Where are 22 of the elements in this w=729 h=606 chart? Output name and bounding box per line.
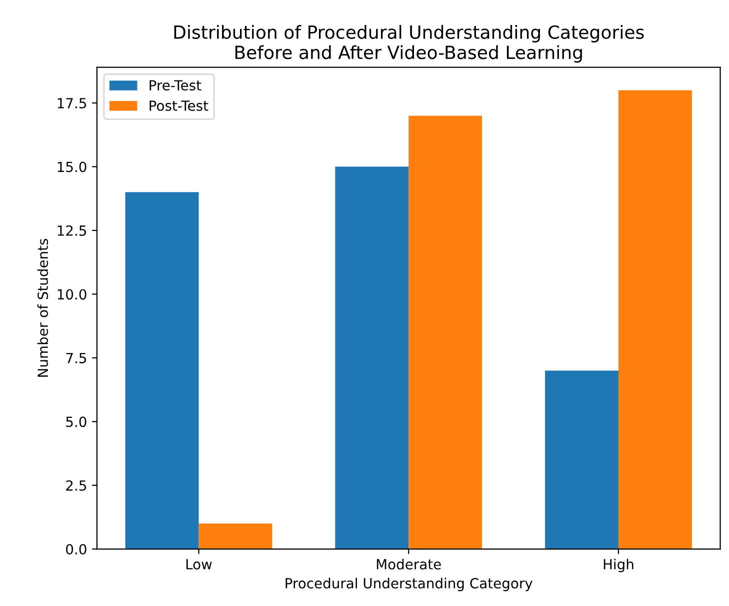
x-axis-title: Procedural Understanding Category — [286, 578, 532, 592]
bar — [545, 370, 618, 550]
bar — [198, 524, 272, 550]
y-tick-label: 15.0 — [58, 162, 86, 172]
legend-label: Post-Test — [150, 100, 208, 111]
y-tick-label: 10.0 — [58, 289, 86, 300]
bar — [125, 192, 199, 550]
y-tick-label: 7.5 — [66, 353, 86, 364]
chart-title: Distribution of Procedural Understanding Categories Before and After Video-Based Learning — [174, 24, 644, 63]
x-tick-label: Low — [186, 559, 212, 570]
legend-label: Pre-Test — [150, 80, 202, 91]
y-tick-label: 17.5 — [58, 98, 86, 108]
x-tick-label: Moderate — [376, 558, 441, 570]
y-tick-label: 5.0 — [66, 416, 86, 428]
y-tick-label: 0.0 — [66, 544, 86, 555]
x-tick-label: High — [604, 558, 634, 572]
y-axis-title: Number of Students — [37, 238, 48, 377]
bar — [618, 90, 692, 550]
y-tick-label: 2.5 — [66, 480, 86, 491]
bar — [335, 166, 409, 550]
bar — [408, 116, 482, 550]
y-tick-label: 12.5 — [58, 225, 86, 236]
